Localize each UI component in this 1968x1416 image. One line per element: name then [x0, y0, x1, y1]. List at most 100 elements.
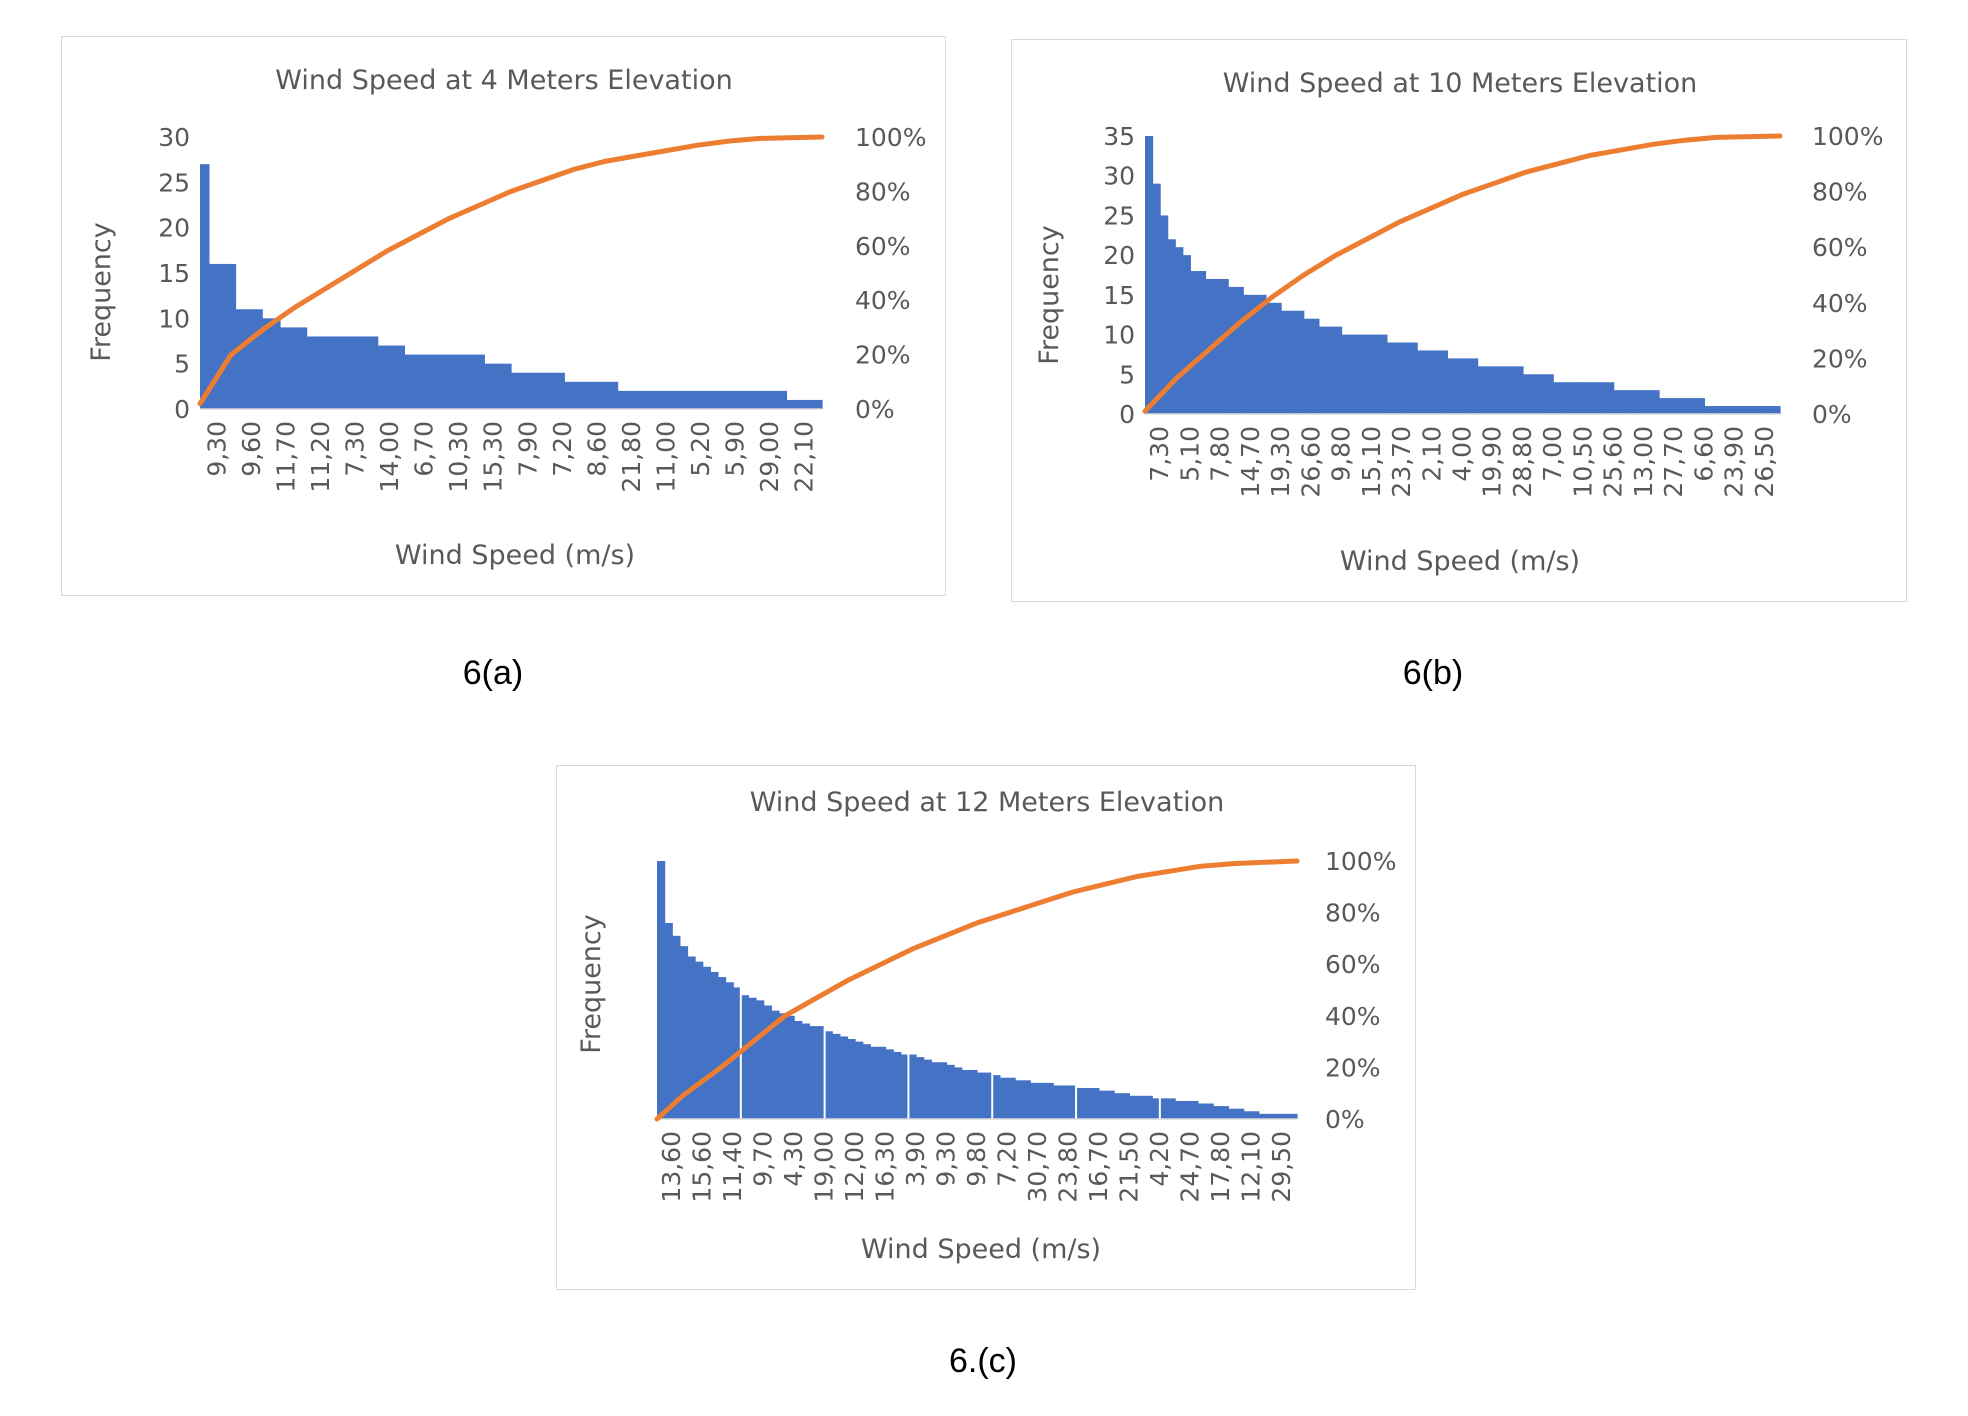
x-tick-label: 29,50 — [1267, 1131, 1296, 1203]
histogram-bar — [1007, 1077, 1016, 1119]
histogram-bar — [1265, 302, 1275, 414]
chart-b: Wind Speed at 10 Meters Elevation 0 5 10 15… — [1034, 68, 1883, 577]
histogram-bar — [1402, 342, 1411, 414]
histogram-bar — [824, 1031, 833, 1119]
y-tick-label: 5 — [1119, 360, 1135, 389]
histogram-bar — [695, 961, 704, 1119]
histogram-bar — [1477, 366, 1486, 414]
histogram-bar — [662, 390, 672, 409]
x-tick-label: 26,50 — [1750, 426, 1779, 498]
histogram-bar — [1076, 1088, 1085, 1119]
histogram-bar — [1220, 278, 1229, 414]
histogram-bar — [1772, 406, 1781, 414]
histogram-bar — [1704, 406, 1713, 414]
histogram-bar — [1439, 350, 1448, 414]
x-tick-label: 7,20 — [993, 1131, 1022, 1187]
histogram-bar — [992, 1075, 1001, 1119]
histogram-bar — [564, 381, 574, 409]
histogram-bar — [725, 982, 734, 1119]
x-tick-label: 6,60 — [1689, 426, 1718, 482]
histogram-bar — [1129, 1095, 1138, 1119]
x-tick-label: 10,50 — [1569, 426, 1598, 498]
histogram-bar — [315, 336, 325, 409]
histogram-bar — [1696, 398, 1706, 414]
histogram-bar — [1583, 382, 1592, 414]
histogram-bar — [1015, 1080, 1024, 1119]
histogram-bar — [804, 399, 814, 409]
histogram-bar — [1250, 294, 1259, 414]
histogram-bar — [786, 1015, 795, 1119]
histogram-bar — [635, 390, 645, 409]
histogram-bar — [1060, 1085, 1070, 1119]
histogram-bar — [1175, 1100, 1184, 1119]
y-tick-label: 25 — [158, 168, 190, 197]
x-tick-label: 19,00 — [810, 1131, 839, 1203]
histogram-bar — [771, 1010, 780, 1119]
y2-tick-label: 0% — [855, 395, 895, 424]
histogram-bar — [493, 363, 503, 409]
histogram-bar — [1303, 318, 1312, 414]
histogram-bar — [1409, 342, 1418, 414]
y2-tick-label: 60% — [1325, 950, 1381, 979]
histogram-bar — [1394, 342, 1403, 414]
histogram-bar — [1182, 1100, 1191, 1119]
histogram-bar — [756, 1000, 765, 1119]
histogram-bar — [777, 390, 788, 409]
histogram-bar — [999, 1077, 1009, 1119]
histogram-bar — [271, 318, 281, 409]
histogram-bar — [306, 336, 317, 409]
histogram-bar — [1318, 326, 1328, 414]
histogram-bar — [702, 966, 711, 1119]
y-tick-label: 0 — [1119, 400, 1135, 429]
histogram-bar — [1333, 326, 1343, 414]
x-tick-label: 12,10 — [1236, 1131, 1265, 1203]
histogram-bar — [923, 1059, 932, 1119]
chart-title: Wind Speed at 4 Meters Elevation — [275, 65, 732, 96]
histogram-bar — [1734, 406, 1743, 414]
histogram-bar — [1114, 1093, 1123, 1119]
histogram-bar — [1083, 1088, 1092, 1119]
histogram-bar — [1274, 1113, 1283, 1119]
y2-tick-label: 20% — [1812, 344, 1868, 373]
histogram-bar — [1243, 294, 1252, 414]
histogram-bar — [1144, 1095, 1153, 1119]
x-tick-label: 13,60 — [657, 1131, 686, 1203]
histogram-bar — [1152, 1098, 1161, 1119]
histogram-bar — [1037, 1082, 1047, 1119]
histogram-bar — [1326, 326, 1335, 414]
histogram-bar — [977, 1072, 986, 1119]
y2-tick-label: 80% — [1325, 899, 1381, 928]
x-tick-label: 7,90 — [513, 421, 542, 477]
histogram-bar — [1424, 350, 1433, 414]
histogram-bar — [1568, 382, 1577, 414]
histogram-bar — [333, 336, 343, 409]
histogram-bar — [386, 345, 397, 409]
histogram-bar — [1030, 1082, 1039, 1119]
histogram-bar — [1606, 382, 1615, 414]
y2-tick-label: 60% — [1812, 233, 1868, 262]
histogram-bar — [1621, 390, 1630, 414]
histogram-bar — [1575, 382, 1585, 414]
x-tick-label: 9,60 — [237, 421, 266, 477]
histogram-bar — [1190, 1100, 1199, 1119]
histogram-bar — [217, 263, 228, 409]
histogram-bar — [519, 372, 530, 409]
histogram-bar — [908, 1054, 917, 1119]
histogram-bar — [1591, 382, 1600, 414]
histogram-bar — [1530, 374, 1539, 414]
histogram-bar — [795, 399, 805, 409]
histogram-bar — [608, 381, 619, 409]
histogram-bar — [1749, 406, 1758, 414]
histogram-bar — [687, 956, 696, 1119]
x-tick-label: 8,60 — [582, 421, 611, 477]
histogram-bar — [1266, 1113, 1275, 1119]
x-tick-label: 13,00 — [1629, 426, 1658, 498]
histogram-bar — [750, 390, 761, 409]
histogram-bar — [809, 1026, 818, 1119]
histogram-bar — [1228, 1108, 1237, 1119]
y-tick-label: 25 — [1103, 201, 1135, 230]
y2-tick-label: 100% — [855, 123, 926, 152]
histogram-bar — [1764, 406, 1774, 414]
histogram-bar — [1175, 247, 1184, 414]
histogram-bar — [404, 354, 414, 409]
